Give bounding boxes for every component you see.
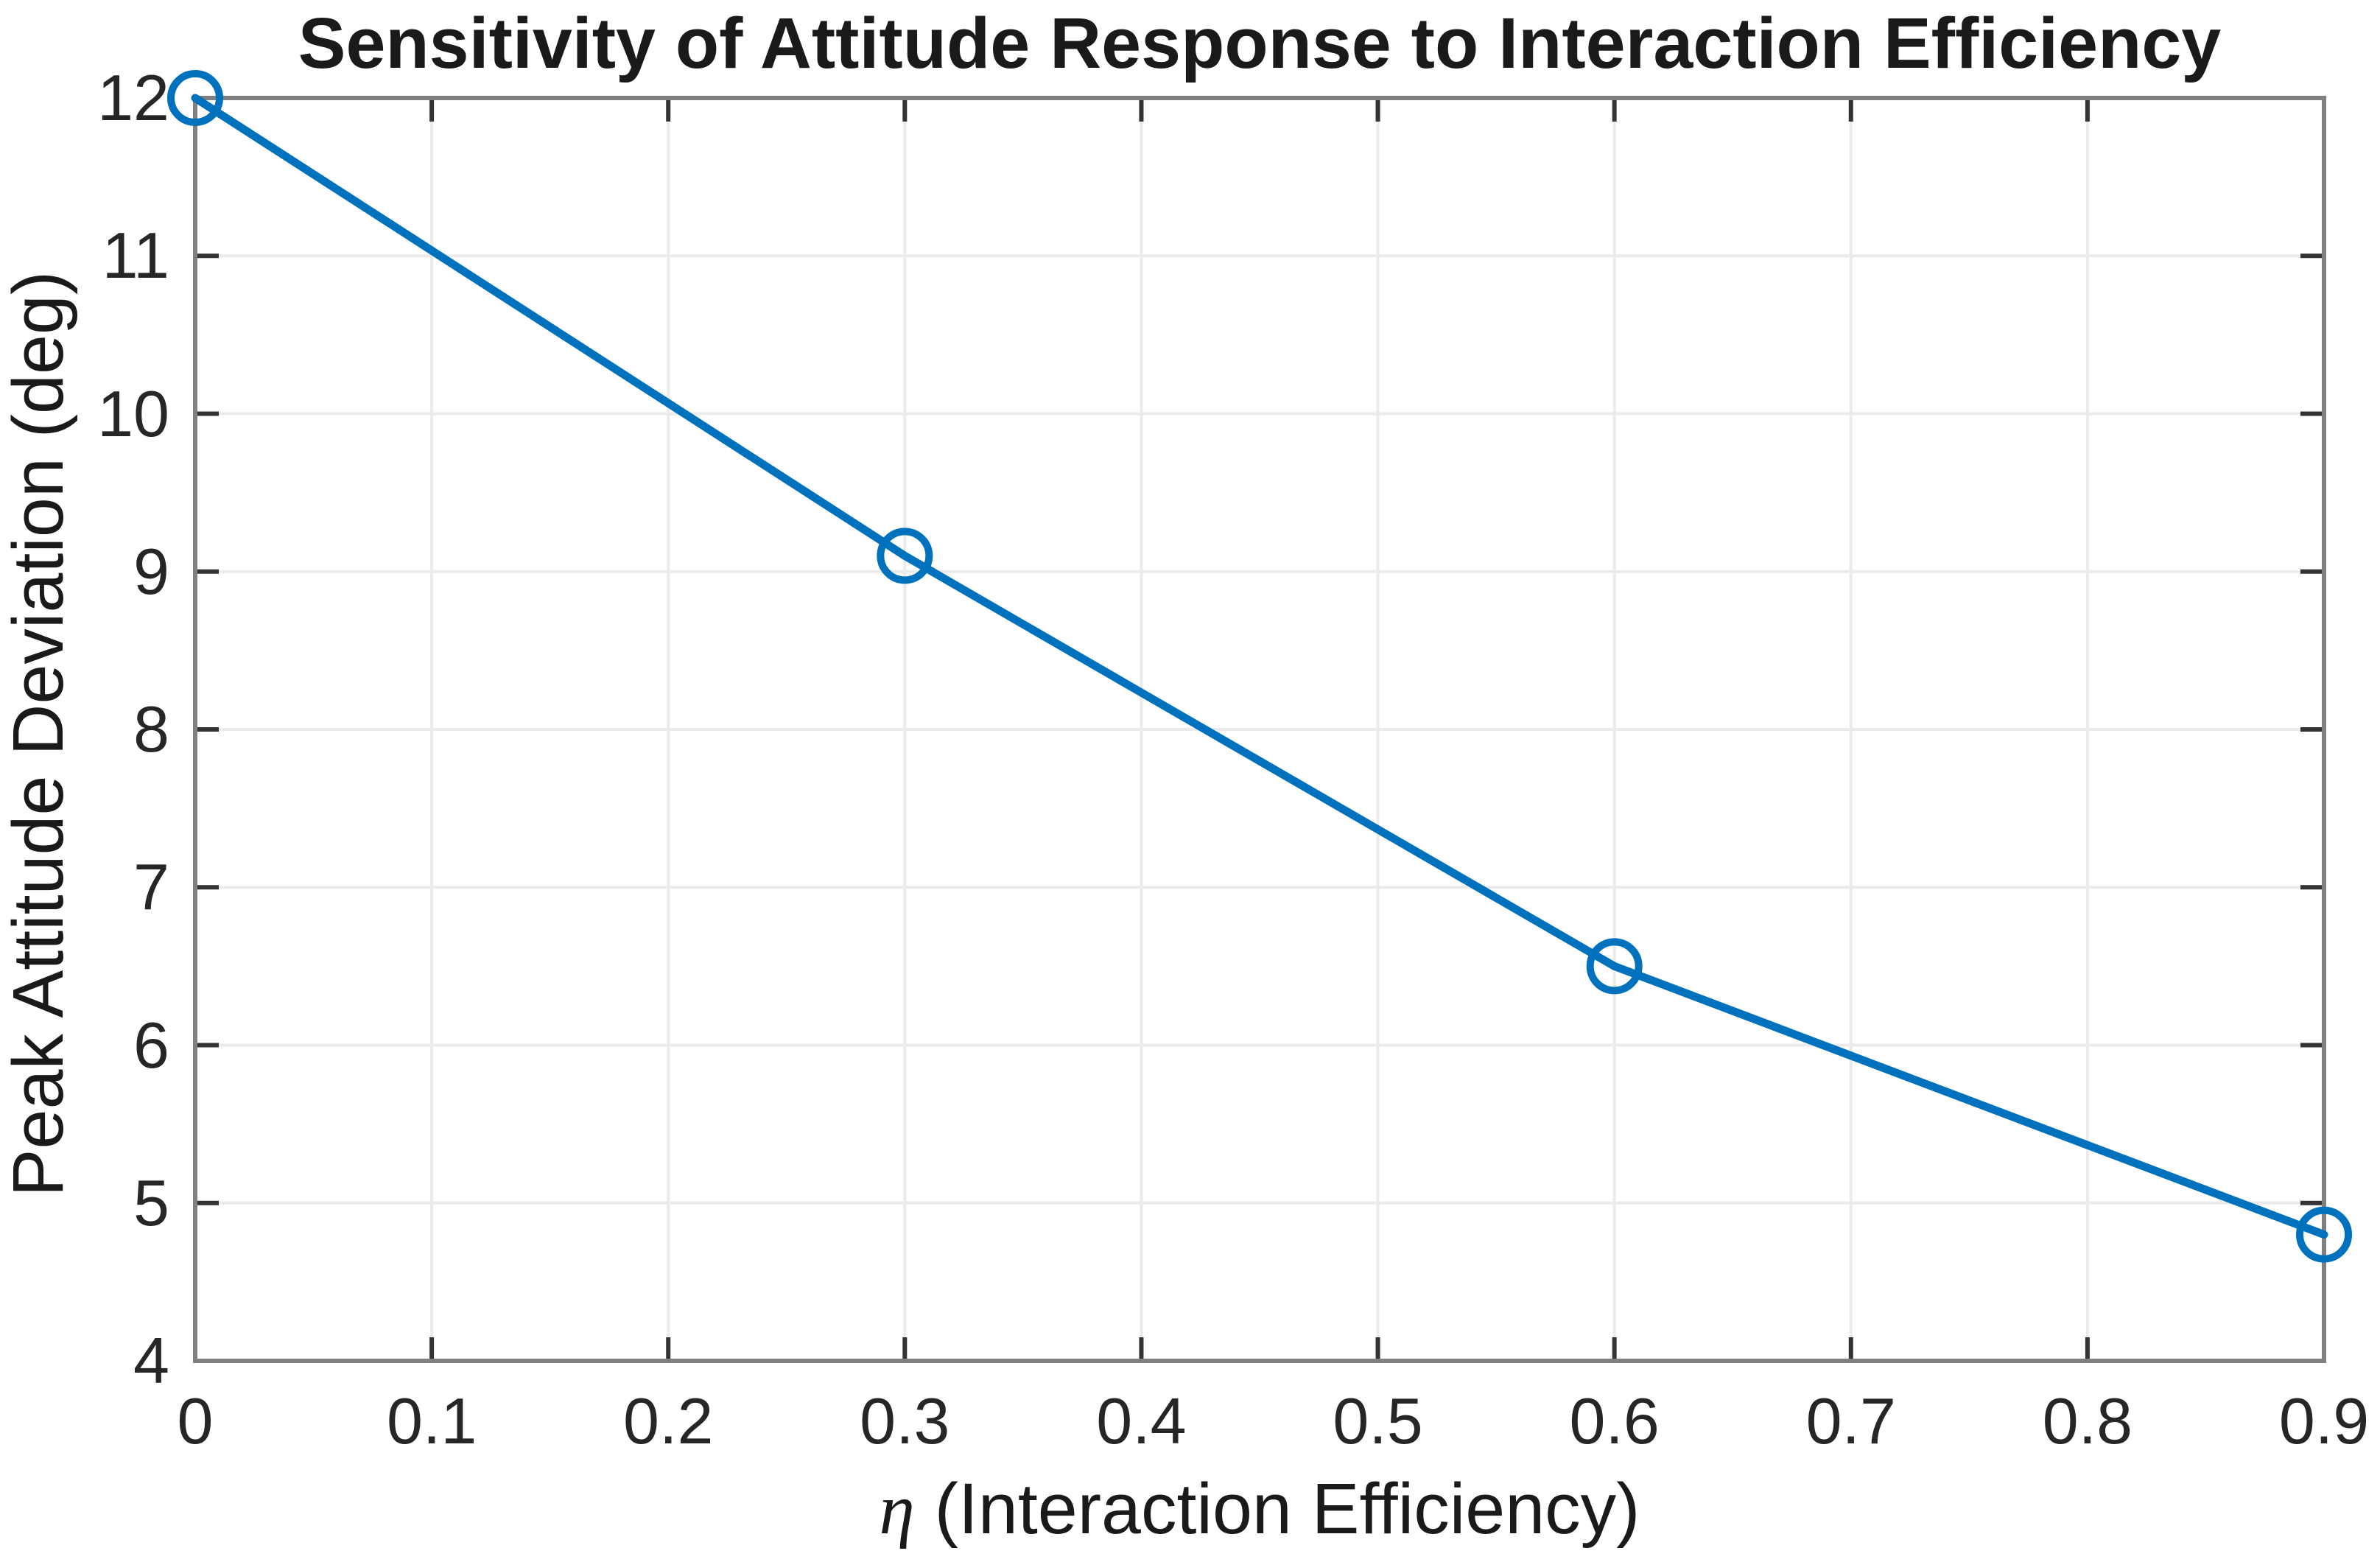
x-tick-label: 0.4	[1096, 1384, 1187, 1457]
x-tick-label: 0.2	[623, 1384, 714, 1457]
y-tick-label: 7	[133, 850, 169, 924]
x-tick-label: 0.8	[2042, 1384, 2133, 1457]
data-point-marker	[2296, 1206, 2352, 1263]
x-axis-label: η (Interaction Efficiency)	[195, 1468, 2324, 1551]
data-line	[191, 94, 2328, 1239]
x-tick-label: 0	[177, 1384, 214, 1457]
x-axis-label-eta-symbol: η	[879, 1470, 915, 1549]
y-tick-label: 4	[133, 1324, 169, 1397]
data-point-marker	[877, 528, 933, 584]
x-tick-label: 0.1	[386, 1384, 477, 1457]
x-tick-label: 0.9	[2278, 1384, 2370, 1457]
chart-title: Sensitivity of Attitude Response to Inte…	[298, 3, 2222, 83]
y-tick-label: 5	[133, 1166, 169, 1239]
x-tick-label: 0.3	[860, 1384, 950, 1457]
data-point-marker	[1586, 938, 1643, 995]
data-point-marker	[167, 70, 223, 126]
y-tick-label: 8	[133, 693, 169, 766]
x-tick-label: 0.6	[1569, 1384, 1660, 1457]
y-tick-label: 12	[97, 61, 169, 134]
x-tick-label: 0.5	[1333, 1384, 1423, 1457]
y-tick-label: 6	[133, 1008, 169, 1082]
y-tick-label: 10	[97, 377, 169, 450]
axes-box	[193, 96, 2326, 1363]
y-tick-label: 9	[133, 534, 169, 608]
y-tick-label: 11	[102, 219, 169, 293]
x-axis-label-text: (Interaction Efficiency)	[914, 1468, 1640, 1549]
x-tick-label: 0.7	[1805, 1384, 1896, 1457]
